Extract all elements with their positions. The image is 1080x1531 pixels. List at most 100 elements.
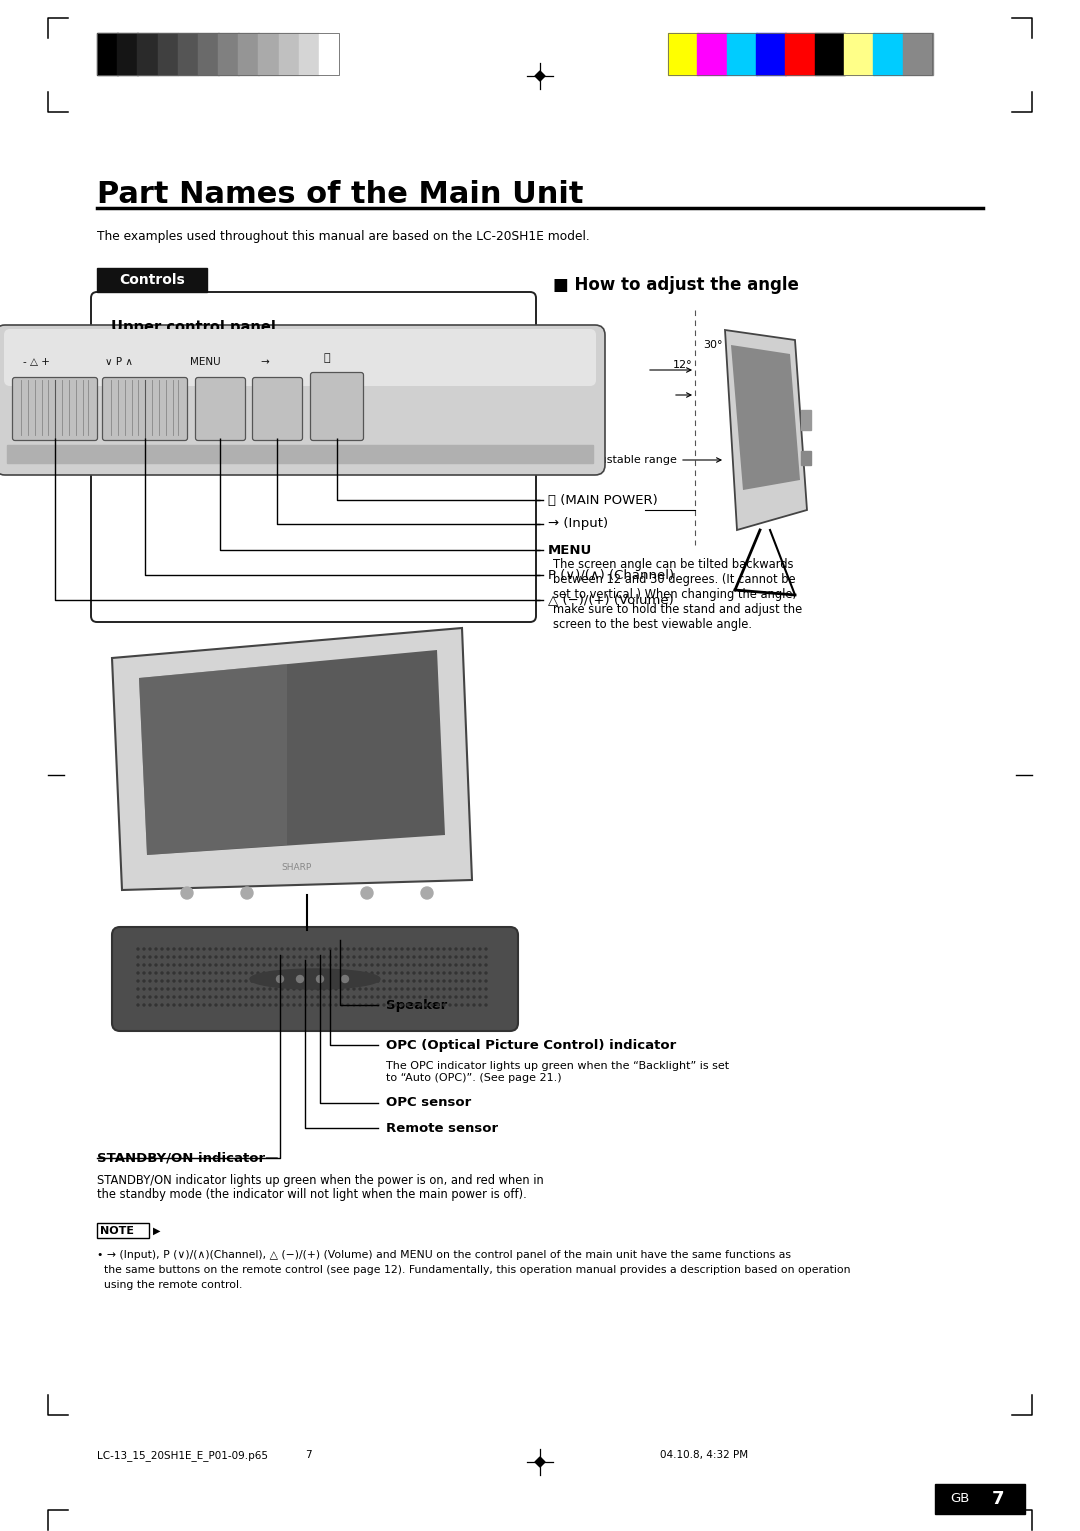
Circle shape xyxy=(426,997,427,998)
Text: Upper control panel: Upper control panel xyxy=(111,320,275,335)
Circle shape xyxy=(173,948,175,951)
FancyBboxPatch shape xyxy=(103,378,188,441)
Circle shape xyxy=(353,1004,355,1006)
Circle shape xyxy=(239,1004,241,1006)
Circle shape xyxy=(365,987,367,991)
Circle shape xyxy=(269,980,271,981)
Circle shape xyxy=(287,955,289,958)
Circle shape xyxy=(191,955,193,958)
Circle shape xyxy=(341,955,343,958)
Circle shape xyxy=(323,965,325,966)
Circle shape xyxy=(275,997,276,998)
Circle shape xyxy=(191,987,193,991)
Circle shape xyxy=(323,997,325,998)
FancyBboxPatch shape xyxy=(253,378,302,441)
Circle shape xyxy=(215,955,217,958)
Circle shape xyxy=(299,1004,301,1006)
Circle shape xyxy=(413,997,415,998)
Circle shape xyxy=(372,972,373,974)
Bar xyxy=(669,34,932,75)
Circle shape xyxy=(443,965,445,966)
Circle shape xyxy=(227,980,229,981)
Circle shape xyxy=(173,987,175,991)
Circle shape xyxy=(467,965,469,966)
Circle shape xyxy=(407,965,409,966)
Circle shape xyxy=(377,955,379,958)
Circle shape xyxy=(335,972,337,974)
Circle shape xyxy=(185,972,187,974)
Circle shape xyxy=(179,948,181,951)
Polygon shape xyxy=(535,70,545,81)
Circle shape xyxy=(221,980,222,981)
FancyBboxPatch shape xyxy=(311,372,364,441)
Polygon shape xyxy=(139,651,445,854)
Circle shape xyxy=(305,1004,307,1006)
Circle shape xyxy=(299,972,301,974)
Circle shape xyxy=(203,997,205,998)
Bar xyxy=(727,34,756,75)
Circle shape xyxy=(137,972,139,974)
Circle shape xyxy=(365,997,367,998)
Circle shape xyxy=(383,965,384,966)
Circle shape xyxy=(455,948,457,951)
Circle shape xyxy=(401,965,403,966)
Circle shape xyxy=(257,987,259,991)
Circle shape xyxy=(239,965,241,966)
Circle shape xyxy=(389,965,391,966)
Circle shape xyxy=(449,1004,451,1006)
Circle shape xyxy=(372,997,373,998)
Circle shape xyxy=(161,987,163,991)
Polygon shape xyxy=(731,344,800,490)
Bar xyxy=(814,34,845,75)
Circle shape xyxy=(449,948,451,951)
Circle shape xyxy=(181,886,193,899)
Bar xyxy=(97,34,118,75)
Bar xyxy=(669,34,698,75)
Circle shape xyxy=(215,965,217,966)
Circle shape xyxy=(372,948,373,951)
Circle shape xyxy=(347,965,349,966)
Circle shape xyxy=(485,980,487,981)
Circle shape xyxy=(419,1004,421,1006)
Circle shape xyxy=(251,972,253,974)
Text: make sure to hold the stand and adjust the: make sure to hold the stand and adjust t… xyxy=(553,603,802,615)
Text: ⏻: ⏻ xyxy=(323,354,329,363)
Circle shape xyxy=(161,980,163,981)
Circle shape xyxy=(419,965,421,966)
Circle shape xyxy=(318,997,319,998)
Circle shape xyxy=(329,972,330,974)
Circle shape xyxy=(365,980,367,981)
Circle shape xyxy=(407,997,409,998)
Circle shape xyxy=(329,1004,330,1006)
Circle shape xyxy=(395,965,397,966)
Text: between 12 and 30 degrees. (It cannot be: between 12 and 30 degrees. (It cannot be xyxy=(553,573,796,586)
Circle shape xyxy=(275,955,276,958)
Circle shape xyxy=(227,965,229,966)
Circle shape xyxy=(401,955,403,958)
Text: ⏻ (MAIN POWER): ⏻ (MAIN POWER) xyxy=(548,493,658,507)
Circle shape xyxy=(359,972,361,974)
Circle shape xyxy=(455,1004,457,1006)
Circle shape xyxy=(443,997,445,998)
Circle shape xyxy=(341,987,343,991)
Bar xyxy=(698,34,727,75)
Circle shape xyxy=(305,965,307,966)
Circle shape xyxy=(299,965,301,966)
Circle shape xyxy=(467,1004,469,1006)
Circle shape xyxy=(257,1004,259,1006)
Text: P (∨)/(∧) (Channel): P (∨)/(∧) (Channel) xyxy=(548,568,674,582)
Circle shape xyxy=(239,955,241,958)
Circle shape xyxy=(449,972,451,974)
Circle shape xyxy=(293,965,295,966)
Circle shape xyxy=(191,1004,193,1006)
Circle shape xyxy=(305,987,307,991)
Text: LC-13_15_20SH1E_E_P01-09.p65: LC-13_15_20SH1E_E_P01-09.p65 xyxy=(97,1450,268,1461)
Text: ▶: ▶ xyxy=(153,1226,161,1236)
Circle shape xyxy=(353,980,355,981)
Circle shape xyxy=(215,1004,217,1006)
Circle shape xyxy=(407,980,409,981)
Circle shape xyxy=(311,987,313,991)
Circle shape xyxy=(233,972,235,974)
Ellipse shape xyxy=(249,969,380,989)
Circle shape xyxy=(437,955,438,958)
